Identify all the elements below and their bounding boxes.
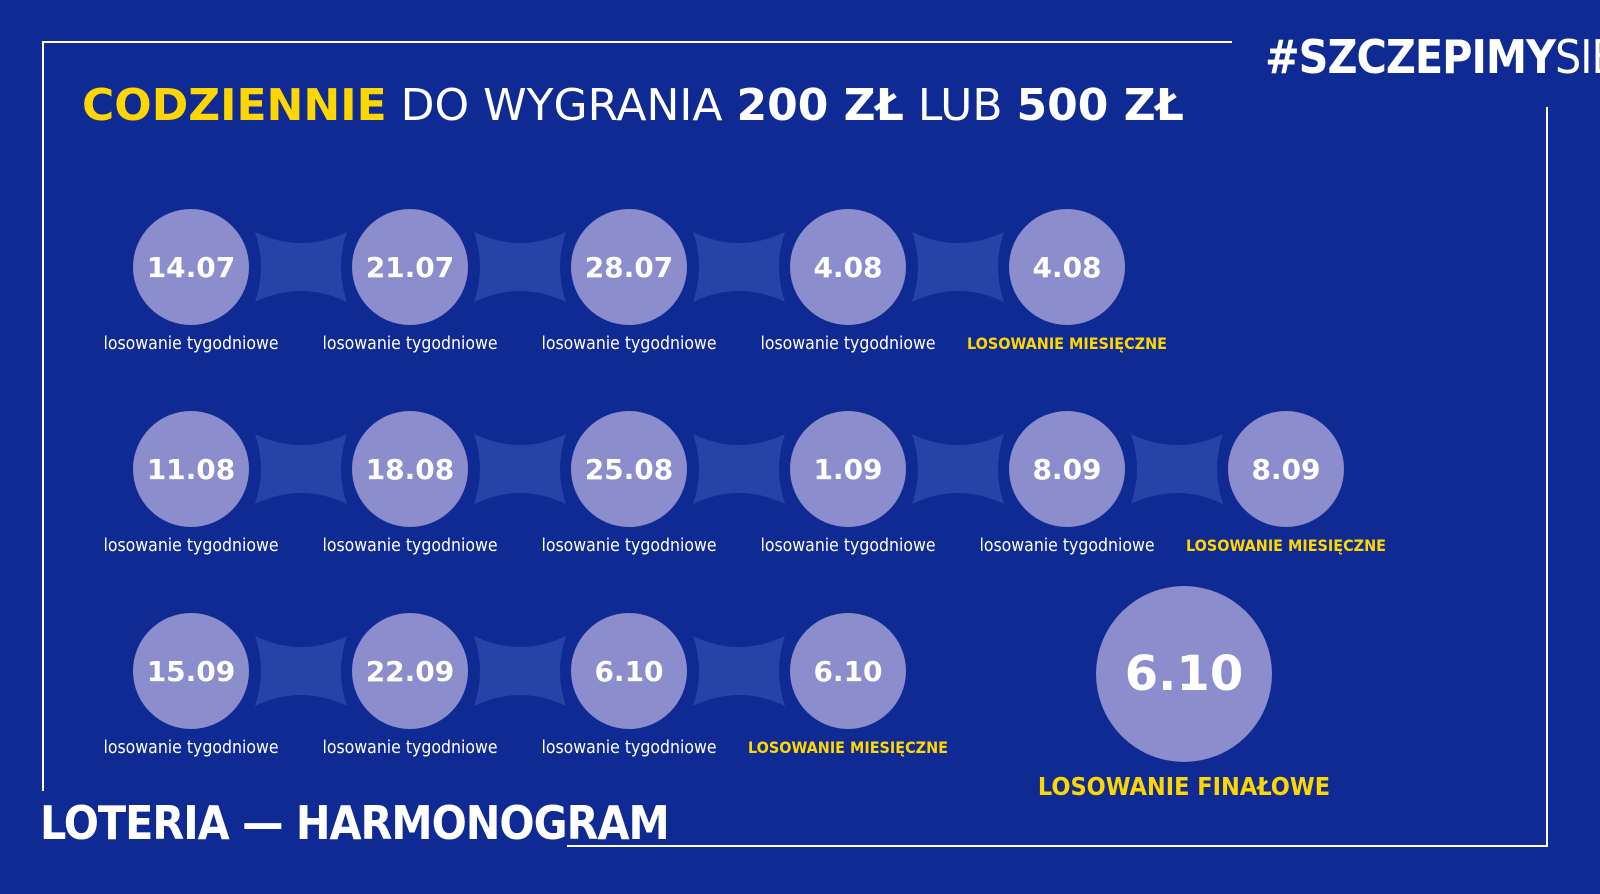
weekly-draw-label: losowanie tygodniowe (322, 334, 498, 354)
connector-path (255, 636, 347, 706)
monthly-draw-label: LOSOWANIE MIESIĘCZNE (748, 738, 948, 757)
draw-date-circle: 4.08 (790, 209, 906, 325)
monthly-draw-label: LOSOWANIE MIESIĘCZNE (1186, 536, 1386, 555)
draw-date-circle: 8.09 (1228, 411, 1344, 527)
connector-shape (474, 232, 566, 302)
headline-amount2: 500 ZŁ (1016, 80, 1184, 131)
connector-path (474, 232, 566, 302)
draw-date-circle: 28.07 (571, 209, 687, 325)
connector-shape (255, 636, 347, 706)
draw-date: 4.08 (1032, 250, 1102, 284)
draw-date: 21.07 (365, 250, 455, 284)
draw-date: 1.09 (813, 452, 883, 486)
connector-path (1131, 434, 1223, 504)
weekly-draw-label: losowanie tygodniowe (541, 334, 717, 354)
draw-date-circle: 4.08 (1009, 209, 1125, 325)
connector-path (912, 434, 1004, 504)
draw-date-circle: 11.08 (133, 411, 249, 527)
draw-date-circle: 18.08 (352, 411, 468, 527)
headline-part2: LUB (917, 80, 1003, 131)
draw-date-circle: 15.09 (133, 613, 249, 729)
monthly-draw-label: LOSOWANIE MIESIĘCZNE (967, 334, 1167, 353)
frame-bottom-line (567, 845, 1548, 847)
connector-path (693, 636, 785, 706)
draw-date: 11.08 (146, 452, 236, 486)
connector-path (693, 232, 785, 302)
draw-date: 15.09 (146, 654, 236, 688)
connector-path (474, 636, 566, 706)
final-draw-label: LOSOWANIE FINAŁOWE (1037, 772, 1331, 801)
connector-path (693, 434, 785, 504)
draw-date-circle: 8.09 (1009, 411, 1125, 527)
connector-shape (255, 232, 347, 302)
weekly-draw-label: losowanie tygodniowe (979, 536, 1155, 556)
draw-date-circle: 21.07 (352, 209, 468, 325)
connector-shape (693, 636, 785, 706)
final-draw-date: 6.10 (1124, 646, 1244, 702)
draw-date: 18.08 (365, 452, 455, 486)
hashtag-bold-text: #SZCZEPIMY (1265, 30, 1556, 84)
draw-date-circle: 6.10 (571, 613, 687, 729)
weekly-draw-label: losowanie tygodniowe (760, 334, 936, 354)
connector-path (474, 434, 566, 504)
headline-part1: DO WYGRANIA (400, 80, 723, 131)
draw-date-circle: 6.10 (790, 613, 906, 729)
hashtag-thin-text: SIĘ (1555, 30, 1600, 84)
frame-right-line (1546, 107, 1548, 847)
final-draw-circle: 6.10 (1096, 586, 1272, 762)
weekly-draw-label: losowanie tygodniowe (541, 536, 717, 556)
footer-title: LOTERIA — HARMONOGRAM (40, 796, 670, 850)
draw-date: 28.07 (584, 250, 674, 284)
connector-shape (912, 434, 1004, 504)
connector-shape (474, 636, 566, 706)
weekly-draw-label: losowanie tygodniowe (322, 536, 498, 556)
headline: CODZIENNIE DO WYGRANIA 200 ZŁ LUB 500 ZŁ (82, 84, 1184, 128)
connector-shape (255, 434, 347, 504)
connector-shape (693, 434, 785, 504)
weekly-draw-label: losowanie tygodniowe (103, 738, 279, 758)
weekly-draw-label: losowanie tygodniowe (322, 738, 498, 758)
draw-date: 8.09 (1032, 452, 1102, 486)
connector-path (255, 232, 347, 302)
connector-shape (1131, 434, 1223, 504)
draw-date: 14.07 (146, 250, 236, 284)
weekly-draw-label: losowanie tygodniowe (760, 536, 936, 556)
weekly-draw-label: losowanie tygodniowe (103, 536, 279, 556)
draw-date-circle: 22.09 (352, 613, 468, 729)
draw-date: 6.10 (594, 654, 664, 688)
draw-date-circle: 14.07 (133, 209, 249, 325)
draw-date: 25.08 (584, 452, 674, 486)
draw-date-circle: 1.09 (790, 411, 906, 527)
draw-date: 6.10 (813, 654, 883, 688)
connector-shape (474, 434, 566, 504)
connector-path (912, 232, 1004, 302)
draw-date: 22.09 (365, 654, 455, 688)
weekly-draw-label: losowanie tygodniowe (103, 334, 279, 354)
frame-left-line (42, 41, 44, 791)
weekly-draw-label: losowanie tygodniowe (541, 738, 717, 758)
headline-amount1: 200 ZŁ (736, 80, 904, 131)
draw-date-circle: 25.08 (571, 411, 687, 527)
frame-top-line (42, 41, 1232, 43)
hashtag-logo: #SZCZEPIMYSIĘ (1265, 34, 1600, 80)
headline-highlight: CODZIENNIE (82, 80, 387, 131)
connector-shape (912, 232, 1004, 302)
draw-date: 8.09 (1251, 452, 1321, 486)
connector-path (255, 434, 347, 504)
draw-date: 4.08 (813, 250, 883, 284)
connector-shape (693, 232, 785, 302)
